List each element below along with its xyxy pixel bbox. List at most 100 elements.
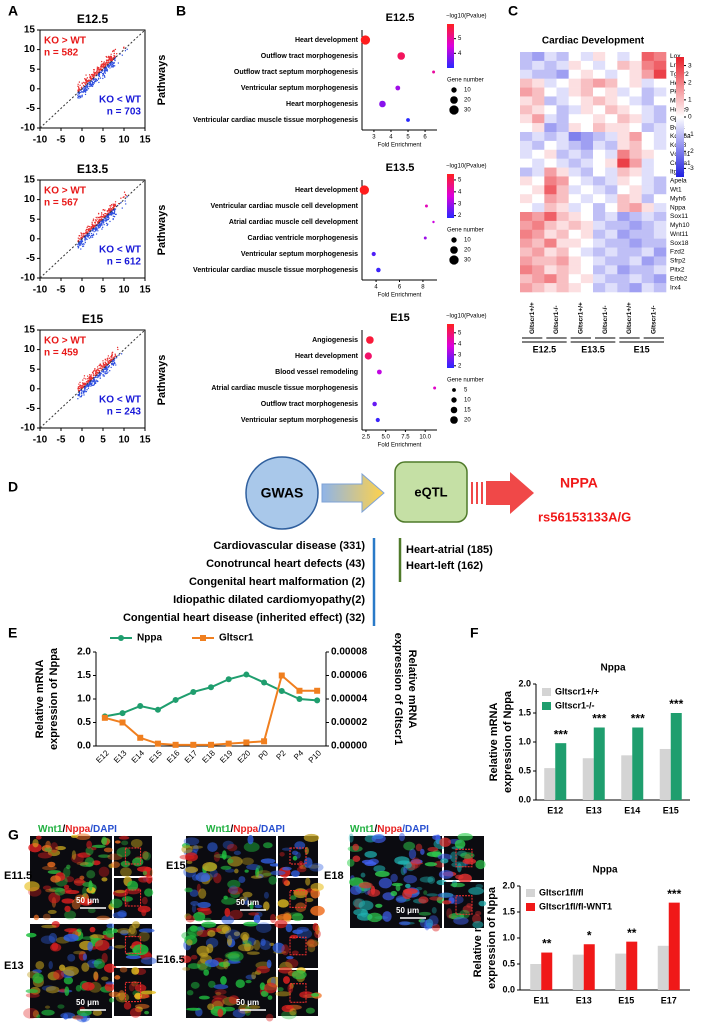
color-tick-label: 1 bbox=[688, 97, 692, 104]
gene-label: Irx4 bbox=[670, 284, 681, 291]
heatmap-cell bbox=[580, 69, 594, 79]
cell bbox=[391, 882, 403, 887]
heatmap-cell bbox=[532, 212, 545, 222]
stain-nppa: Nppa bbox=[233, 824, 258, 835]
heatmap-cell bbox=[580, 185, 594, 195]
cell bbox=[373, 865, 386, 873]
cell bbox=[191, 904, 197, 913]
heatmap-cell bbox=[605, 52, 618, 62]
cell bbox=[211, 997, 225, 1008]
color-bar bbox=[447, 324, 454, 368]
heatmap-cell bbox=[580, 132, 594, 142]
cell bbox=[25, 992, 40, 998]
y2-tick-label: 0.00006 bbox=[331, 670, 368, 681]
cell bbox=[472, 920, 484, 929]
x-tick-label: 5 bbox=[100, 435, 106, 446]
stain-wnt1: Wnt1 bbox=[206, 824, 231, 835]
cell bbox=[79, 875, 85, 880]
heatmap-cell bbox=[556, 176, 569, 186]
pathway-label: Blood vessel remodeling bbox=[275, 369, 358, 376]
heatmap-cell bbox=[653, 185, 667, 195]
y-tick-label: 15 bbox=[24, 175, 36, 186]
marker bbox=[261, 679, 268, 686]
cell bbox=[63, 884, 70, 889]
heatmap-cell bbox=[580, 229, 594, 239]
cell bbox=[208, 980, 216, 988]
cell bbox=[26, 932, 37, 938]
y-axis-label: Pathways bbox=[156, 55, 168, 106]
x-tick-label: 3 bbox=[372, 135, 376, 141]
cell bbox=[227, 879, 241, 889]
x-tick-label: 10 bbox=[118, 285, 130, 296]
heatmap-cell bbox=[568, 132, 582, 142]
column-label: Gltscr1-/- bbox=[651, 305, 658, 334]
cell bbox=[28, 843, 42, 853]
heatmap-cell bbox=[617, 87, 630, 97]
scale-label: 50 μm bbox=[76, 896, 99, 905]
cell bbox=[265, 1013, 274, 1022]
cell bbox=[426, 893, 439, 897]
heatmap-cell bbox=[568, 274, 582, 284]
y-tick-label: 2.0 bbox=[502, 880, 515, 890]
heatmap-cell bbox=[520, 247, 533, 257]
size-key-label: 20 bbox=[464, 418, 471, 424]
cell bbox=[291, 970, 307, 980]
point-cloud bbox=[77, 48, 128, 99]
heatmap-cell bbox=[605, 238, 618, 248]
cell bbox=[245, 974, 256, 980]
x-tick-label: 8 bbox=[421, 285, 425, 291]
micrograph bbox=[270, 833, 324, 878]
y-axis-label: Relative mRNA bbox=[488, 703, 500, 782]
heatmap-cell bbox=[556, 256, 569, 266]
heatmap-cell bbox=[520, 176, 533, 186]
cell bbox=[186, 989, 194, 996]
x-tick-label: 5 bbox=[100, 285, 106, 296]
heatmap-cell bbox=[605, 123, 618, 133]
cell bbox=[247, 834, 254, 845]
cell bbox=[378, 877, 393, 889]
micrograph bbox=[272, 919, 321, 973]
cell bbox=[47, 909, 57, 914]
heatmap-cell bbox=[556, 132, 569, 142]
heatmap-cell bbox=[544, 105, 557, 115]
y2-tick-label: 0.00002 bbox=[331, 717, 368, 728]
snp-label: rs56153133A/G bbox=[538, 509, 631, 524]
cell bbox=[346, 858, 355, 867]
legend-swatch bbox=[526, 889, 535, 897]
cell bbox=[131, 967, 140, 975]
y-tick-label: 0.5 bbox=[502, 958, 515, 968]
cell bbox=[101, 877, 108, 882]
heatmap-cell bbox=[544, 238, 557, 248]
heatmap-cell bbox=[532, 158, 545, 168]
cell bbox=[103, 847, 113, 853]
cell bbox=[457, 833, 473, 841]
cell bbox=[48, 932, 58, 943]
heatmap-cell bbox=[617, 132, 630, 142]
cell bbox=[112, 928, 118, 933]
cell bbox=[32, 839, 39, 848]
cell bbox=[242, 891, 253, 898]
stain-wnt1: Wnt1 bbox=[38, 824, 63, 835]
bar bbox=[583, 944, 595, 990]
arrow bbox=[321, 472, 385, 514]
cell bbox=[358, 900, 374, 911]
cell bbox=[48, 961, 53, 970]
marker bbox=[243, 739, 250, 746]
y-axis-label: expression of Nppa bbox=[502, 690, 514, 793]
cell bbox=[237, 943, 254, 952]
heatmap-cell bbox=[568, 212, 582, 222]
heatmap-cell bbox=[653, 87, 667, 97]
x-axis-label: Fold Enrichment bbox=[378, 293, 422, 299]
heatmap-cell bbox=[532, 167, 545, 177]
heatmap-cell bbox=[556, 96, 569, 106]
cell bbox=[134, 992, 142, 1000]
cell bbox=[132, 857, 144, 867]
y-tick-label: 0 bbox=[29, 383, 35, 394]
cell bbox=[367, 912, 383, 923]
heatmap-cell bbox=[653, 247, 667, 257]
cell bbox=[251, 971, 257, 980]
y-tick-label: 0.0 bbox=[502, 984, 515, 994]
heatmap-cell bbox=[556, 140, 569, 151]
heatmap-cell bbox=[641, 78, 655, 88]
cell bbox=[303, 833, 320, 842]
